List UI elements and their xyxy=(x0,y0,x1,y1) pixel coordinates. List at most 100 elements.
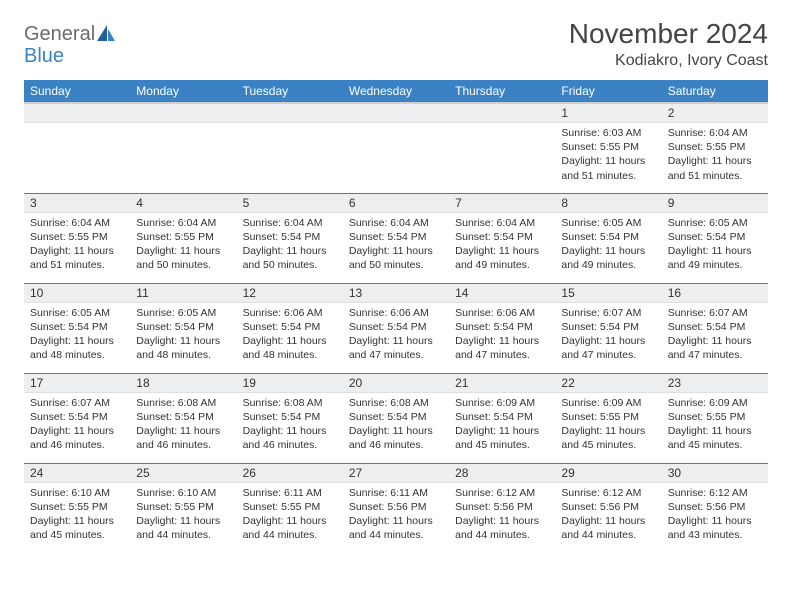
day-number: 10 xyxy=(24,284,130,303)
day-info: Sunrise: 6:07 AMSunset: 5:54 PMDaylight:… xyxy=(24,393,130,457)
day-info: Sunrise: 6:11 AMSunset: 5:55 PMDaylight:… xyxy=(237,483,343,547)
calendar-cell: 19Sunrise: 6:08 AMSunset: 5:54 PMDayligh… xyxy=(237,373,343,463)
day-number: 6 xyxy=(343,194,449,213)
day-info: Sunrise: 6:05 AMSunset: 5:54 PMDaylight:… xyxy=(662,213,768,277)
day-number: 26 xyxy=(237,464,343,483)
day-info: Sunrise: 6:05 AMSunset: 5:54 PMDaylight:… xyxy=(130,303,236,367)
weekday-header: Wednesday xyxy=(343,80,449,103)
day-info: Sunrise: 6:03 AMSunset: 5:55 PMDaylight:… xyxy=(555,123,661,187)
calendar-cell xyxy=(449,103,555,193)
day-info: Sunrise: 6:11 AMSunset: 5:56 PMDaylight:… xyxy=(343,483,449,547)
day-number: 3 xyxy=(24,194,130,213)
day-number: 24 xyxy=(24,464,130,483)
weekday-header: Sunday xyxy=(24,80,130,103)
calendar-cell: 20Sunrise: 6:08 AMSunset: 5:54 PMDayligh… xyxy=(343,373,449,463)
weekday-header: Friday xyxy=(555,80,661,103)
day-number: 21 xyxy=(449,374,555,393)
day-number: 28 xyxy=(449,464,555,483)
weekday-header: Tuesday xyxy=(237,80,343,103)
calendar-cell: 9Sunrise: 6:05 AMSunset: 5:54 PMDaylight… xyxy=(662,193,768,283)
day-number: 22 xyxy=(555,374,661,393)
calendar-cell: 28Sunrise: 6:12 AMSunset: 5:56 PMDayligh… xyxy=(449,463,555,553)
calendar-cell xyxy=(130,103,236,193)
title-block: November 2024 Kodiakro, Ivory Coast xyxy=(569,18,768,70)
calendar-cell: 22Sunrise: 6:09 AMSunset: 5:55 PMDayligh… xyxy=(555,373,661,463)
header: General Blue November 2024 Kodiakro, Ivo… xyxy=(24,18,768,70)
day-number: 14 xyxy=(449,284,555,303)
day-number xyxy=(130,104,236,123)
calendar-cell: 18Sunrise: 6:08 AMSunset: 5:54 PMDayligh… xyxy=(130,373,236,463)
day-number: 2 xyxy=(662,104,768,123)
day-number: 9 xyxy=(662,194,768,213)
day-info: Sunrise: 6:09 AMSunset: 5:55 PMDaylight:… xyxy=(555,393,661,457)
day-info: Sunrise: 6:04 AMSunset: 5:54 PMDaylight:… xyxy=(343,213,449,277)
day-info: Sunrise: 6:07 AMSunset: 5:54 PMDaylight:… xyxy=(662,303,768,367)
calendar-cell xyxy=(343,103,449,193)
day-info: Sunrise: 6:07 AMSunset: 5:54 PMDaylight:… xyxy=(555,303,661,367)
day-number xyxy=(24,104,130,123)
month-title: November 2024 xyxy=(569,18,768,50)
day-number: 16 xyxy=(662,284,768,303)
day-number: 25 xyxy=(130,464,236,483)
day-info: Sunrise: 6:04 AMSunset: 5:54 PMDaylight:… xyxy=(449,213,555,277)
day-info: Sunrise: 6:04 AMSunset: 5:55 PMDaylight:… xyxy=(24,213,130,277)
calendar-cell: 29Sunrise: 6:12 AMSunset: 5:56 PMDayligh… xyxy=(555,463,661,553)
day-info: Sunrise: 6:09 AMSunset: 5:55 PMDaylight:… xyxy=(662,393,768,457)
day-info: Sunrise: 6:06 AMSunset: 5:54 PMDaylight:… xyxy=(343,303,449,367)
day-number: 13 xyxy=(343,284,449,303)
day-number xyxy=(343,104,449,123)
day-number: 7 xyxy=(449,194,555,213)
calendar-cell: 24Sunrise: 6:10 AMSunset: 5:55 PMDayligh… xyxy=(24,463,130,553)
day-number: 19 xyxy=(237,374,343,393)
weekday-header: Saturday xyxy=(662,80,768,103)
day-info: Sunrise: 6:04 AMSunset: 5:55 PMDaylight:… xyxy=(130,213,236,277)
calendar-cell: 30Sunrise: 6:12 AMSunset: 5:56 PMDayligh… xyxy=(662,463,768,553)
day-info: Sunrise: 6:10 AMSunset: 5:55 PMDaylight:… xyxy=(130,483,236,547)
calendar-cell: 2Sunrise: 6:04 AMSunset: 5:55 PMDaylight… xyxy=(662,103,768,193)
calendar-cell xyxy=(24,103,130,193)
weekday-header: Thursday xyxy=(449,80,555,103)
day-info: Sunrise: 6:05 AMSunset: 5:54 PMDaylight:… xyxy=(24,303,130,367)
calendar-cell: 16Sunrise: 6:07 AMSunset: 5:54 PMDayligh… xyxy=(662,283,768,373)
day-info: Sunrise: 6:06 AMSunset: 5:54 PMDaylight:… xyxy=(449,303,555,367)
calendar-cell: 21Sunrise: 6:09 AMSunset: 5:54 PMDayligh… xyxy=(449,373,555,463)
day-info: Sunrise: 6:08 AMSunset: 5:54 PMDaylight:… xyxy=(343,393,449,457)
day-number: 1 xyxy=(555,104,661,123)
day-number: 4 xyxy=(130,194,236,213)
calendar-cell: 11Sunrise: 6:05 AMSunset: 5:54 PMDayligh… xyxy=(130,283,236,373)
sail-icon xyxy=(97,25,115,46)
calendar-head: SundayMondayTuesdayWednesdayThursdayFrid… xyxy=(24,80,768,103)
calendar-page: General Blue November 2024 Kodiakro, Ivo… xyxy=(0,0,792,553)
day-info: Sunrise: 6:12 AMSunset: 5:56 PMDaylight:… xyxy=(555,483,661,547)
brand-line2: Blue xyxy=(24,45,64,67)
calendar-cell: 27Sunrise: 6:11 AMSunset: 5:56 PMDayligh… xyxy=(343,463,449,553)
calendar-cell: 23Sunrise: 6:09 AMSunset: 5:55 PMDayligh… xyxy=(662,373,768,463)
location: Kodiakro, Ivory Coast xyxy=(569,52,768,70)
day-number: 20 xyxy=(343,374,449,393)
calendar-cell: 4Sunrise: 6:04 AMSunset: 5:55 PMDaylight… xyxy=(130,193,236,283)
calendar-week: 1Sunrise: 6:03 AMSunset: 5:55 PMDaylight… xyxy=(24,103,768,193)
brand-logo: General Blue xyxy=(24,18,115,67)
calendar-cell: 14Sunrise: 6:06 AMSunset: 5:54 PMDayligh… xyxy=(449,283,555,373)
calendar-cell: 5Sunrise: 6:04 AMSunset: 5:54 PMDaylight… xyxy=(237,193,343,283)
day-info: Sunrise: 6:12 AMSunset: 5:56 PMDaylight:… xyxy=(449,483,555,547)
day-number: 30 xyxy=(662,464,768,483)
calendar-week: 10Sunrise: 6:05 AMSunset: 5:54 PMDayligh… xyxy=(24,283,768,373)
calendar-cell: 25Sunrise: 6:10 AMSunset: 5:55 PMDayligh… xyxy=(130,463,236,553)
calendar-cell: 6Sunrise: 6:04 AMSunset: 5:54 PMDaylight… xyxy=(343,193,449,283)
calendar-cell: 8Sunrise: 6:05 AMSunset: 5:54 PMDaylight… xyxy=(555,193,661,283)
day-number xyxy=(237,104,343,123)
day-info: Sunrise: 6:12 AMSunset: 5:56 PMDaylight:… xyxy=(662,483,768,547)
day-number: 18 xyxy=(130,374,236,393)
day-number: 15 xyxy=(555,284,661,303)
calendar-cell: 10Sunrise: 6:05 AMSunset: 5:54 PMDayligh… xyxy=(24,283,130,373)
calendar-cell xyxy=(237,103,343,193)
day-number: 17 xyxy=(24,374,130,393)
calendar-week: 3Sunrise: 6:04 AMSunset: 5:55 PMDaylight… xyxy=(24,193,768,283)
calendar-cell: 17Sunrise: 6:07 AMSunset: 5:54 PMDayligh… xyxy=(24,373,130,463)
day-number: 23 xyxy=(662,374,768,393)
calendar-body: 1Sunrise: 6:03 AMSunset: 5:55 PMDaylight… xyxy=(24,103,768,553)
calendar-table: SundayMondayTuesdayWednesdayThursdayFrid… xyxy=(24,80,768,553)
calendar-cell: 13Sunrise: 6:06 AMSunset: 5:54 PMDayligh… xyxy=(343,283,449,373)
brand-line1: General xyxy=(24,23,95,45)
